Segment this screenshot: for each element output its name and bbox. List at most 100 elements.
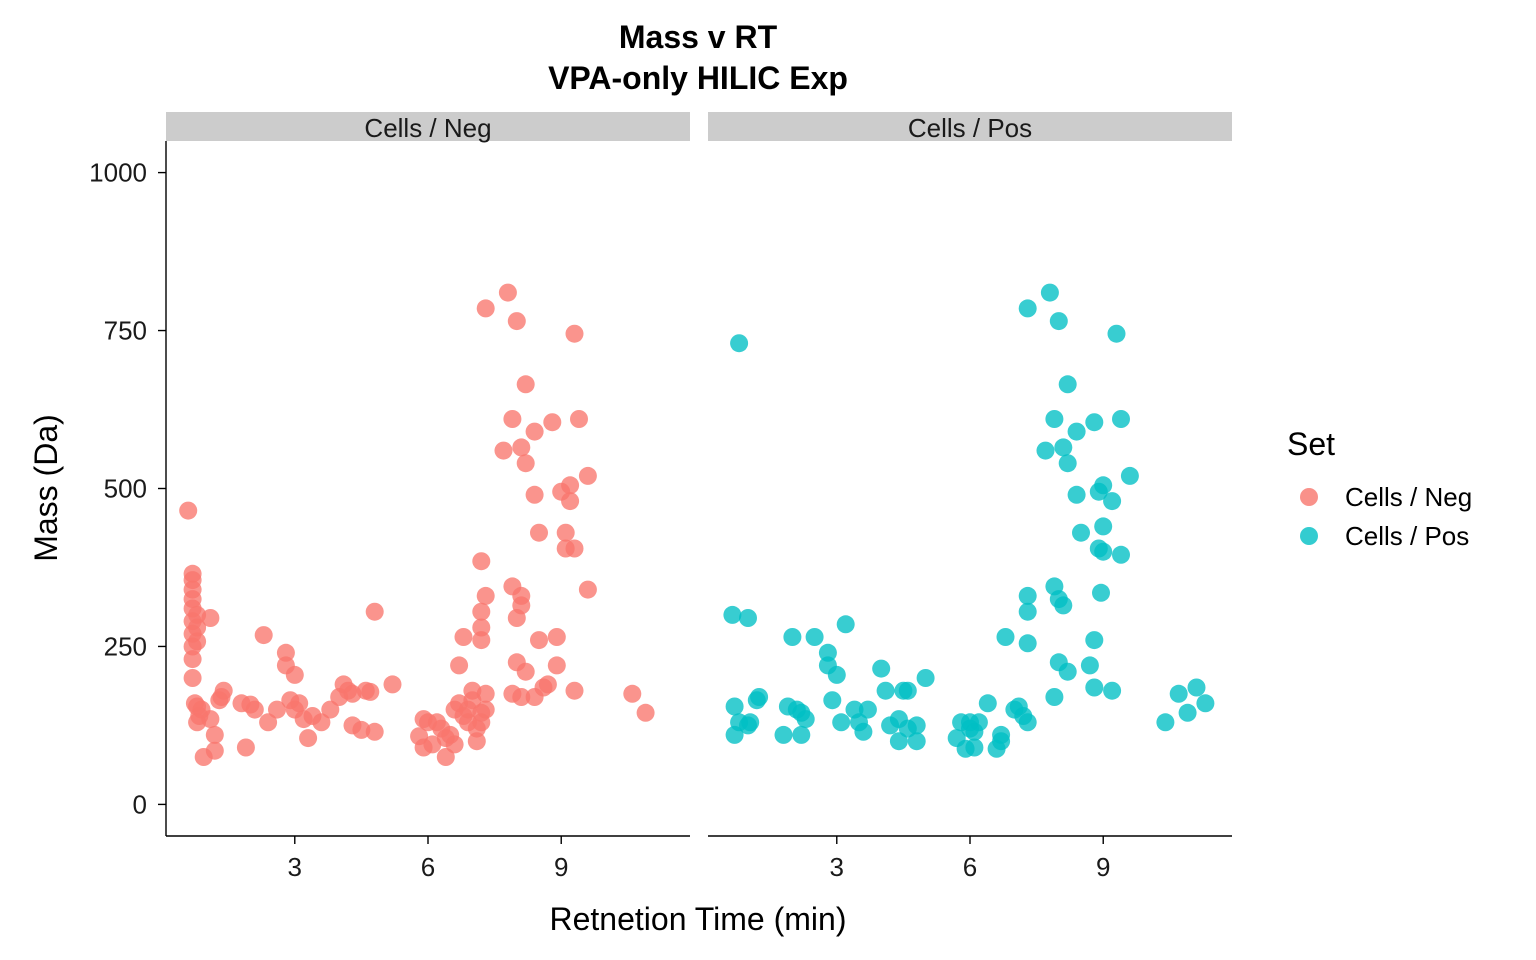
- data-point: [538, 675, 557, 694]
- data-point: [467, 732, 486, 751]
- y-tick-label: 500: [104, 474, 147, 504]
- data-point: [321, 700, 340, 719]
- legend-label-pos: Cells / Pos: [1345, 521, 1469, 551]
- data-point: [476, 299, 495, 318]
- data-point: [516, 662, 535, 681]
- data-point: [858, 700, 877, 719]
- data-point: [365, 722, 384, 741]
- facet-strip-label-neg: Cells / Neg: [364, 113, 491, 143]
- data-point: [1054, 438, 1073, 457]
- data-point: [1103, 681, 1122, 700]
- data-point: [365, 602, 384, 621]
- data-point: [525, 422, 544, 441]
- data-point: [796, 710, 815, 729]
- data-point: [476, 700, 495, 719]
- facet-panel-pos: Cells / Pos 3 6 9: [708, 112, 1232, 882]
- data-point: [512, 438, 531, 457]
- data-point: [1085, 631, 1104, 650]
- data-point: [561, 492, 580, 511]
- data-point: [201, 710, 220, 729]
- data-point: [978, 694, 997, 713]
- points-layer-pos: [723, 283, 1215, 758]
- data-point: [259, 713, 278, 732]
- data-point: [916, 669, 935, 687]
- data-point: [183, 669, 202, 687]
- data-point: [1018, 299, 1037, 318]
- facet-panel-neg: Cells / Neg 3 6 9: [165, 112, 690, 882]
- data-point: [832, 713, 851, 732]
- data-point: [805, 628, 824, 646]
- data-point: [836, 615, 855, 634]
- data-point: [850, 713, 868, 732]
- data-point: [741, 713, 760, 732]
- data-point: [561, 476, 580, 495]
- data-point: [1036, 441, 1055, 460]
- data-point: [565, 539, 584, 558]
- data-point: [1054, 596, 1073, 615]
- x-axis-ticks-neg: 3 6 9: [288, 836, 568, 882]
- y-axis-ticks: 0 250 500 750 1000: [89, 158, 166, 819]
- data-point: [992, 725, 1011, 744]
- data-point: [889, 732, 908, 751]
- data-point: [907, 716, 926, 735]
- data-point: [512, 688, 531, 706]
- data-point: [1018, 586, 1037, 605]
- legend-key-neg: [1300, 488, 1318, 506]
- points-layer-neg: [179, 283, 655, 766]
- data-point: [565, 324, 584, 343]
- data-point: [1018, 634, 1037, 653]
- data-point: [530, 631, 548, 650]
- data-point: [783, 628, 802, 646]
- data-point: [1018, 602, 1037, 621]
- data-point: [1067, 485, 1086, 504]
- data-point: [578, 466, 597, 485]
- data-point: [907, 732, 926, 751]
- data-point: [361, 682, 380, 701]
- data-point: [1045, 688, 1064, 706]
- data-point: [1178, 703, 1197, 722]
- y-tick-label: 250: [104, 631, 147, 661]
- data-point: [194, 748, 213, 766]
- legend-title: Set: [1287, 426, 1335, 462]
- legend-label-neg: Cells / Neg: [1345, 482, 1472, 512]
- data-point: [236, 738, 255, 757]
- data-point: [1120, 466, 1139, 485]
- data-point: [739, 609, 757, 627]
- chart-subtitle: VPA-only HILIC Exp: [548, 60, 848, 96]
- data-point: [299, 729, 318, 748]
- data-point: [823, 691, 842, 710]
- data-point: [1169, 684, 1188, 703]
- data-point: [454, 628, 473, 646]
- data-point: [254, 626, 273, 645]
- data-point: [774, 725, 793, 744]
- data-point: [205, 725, 224, 744]
- y-axis-title: Mass (Da): [28, 414, 64, 562]
- data-point: [516, 454, 535, 473]
- data-point: [1196, 694, 1215, 713]
- data-point: [445, 735, 464, 754]
- facet-strip-label-pos: Cells / Pos: [908, 113, 1032, 143]
- data-point: [423, 735, 442, 754]
- data-point: [570, 410, 588, 428]
- data-point: [556, 523, 575, 542]
- data-point: [245, 700, 264, 719]
- data-point: [498, 283, 517, 302]
- data-point: [1018, 713, 1037, 732]
- data-point: [450, 656, 469, 675]
- data-point: [276, 643, 295, 662]
- data-point: [1040, 283, 1059, 302]
- data-point: [268, 700, 286, 719]
- facet-strip-neg: [166, 112, 690, 141]
- data-point: [476, 684, 495, 703]
- data-point: [1092, 583, 1110, 602]
- data-point: [965, 738, 984, 757]
- x-axis-ticks-pos: 3 6 9: [830, 836, 1110, 882]
- data-point: [1049, 312, 1068, 331]
- data-point: [472, 602, 491, 621]
- data-point: [750, 688, 769, 706]
- facet-strip-pos: [708, 112, 1232, 141]
- data-point: [476, 586, 495, 605]
- data-point: [212, 688, 231, 706]
- data-point: [312, 713, 331, 732]
- legend-key-pos: [1300, 527, 1318, 545]
